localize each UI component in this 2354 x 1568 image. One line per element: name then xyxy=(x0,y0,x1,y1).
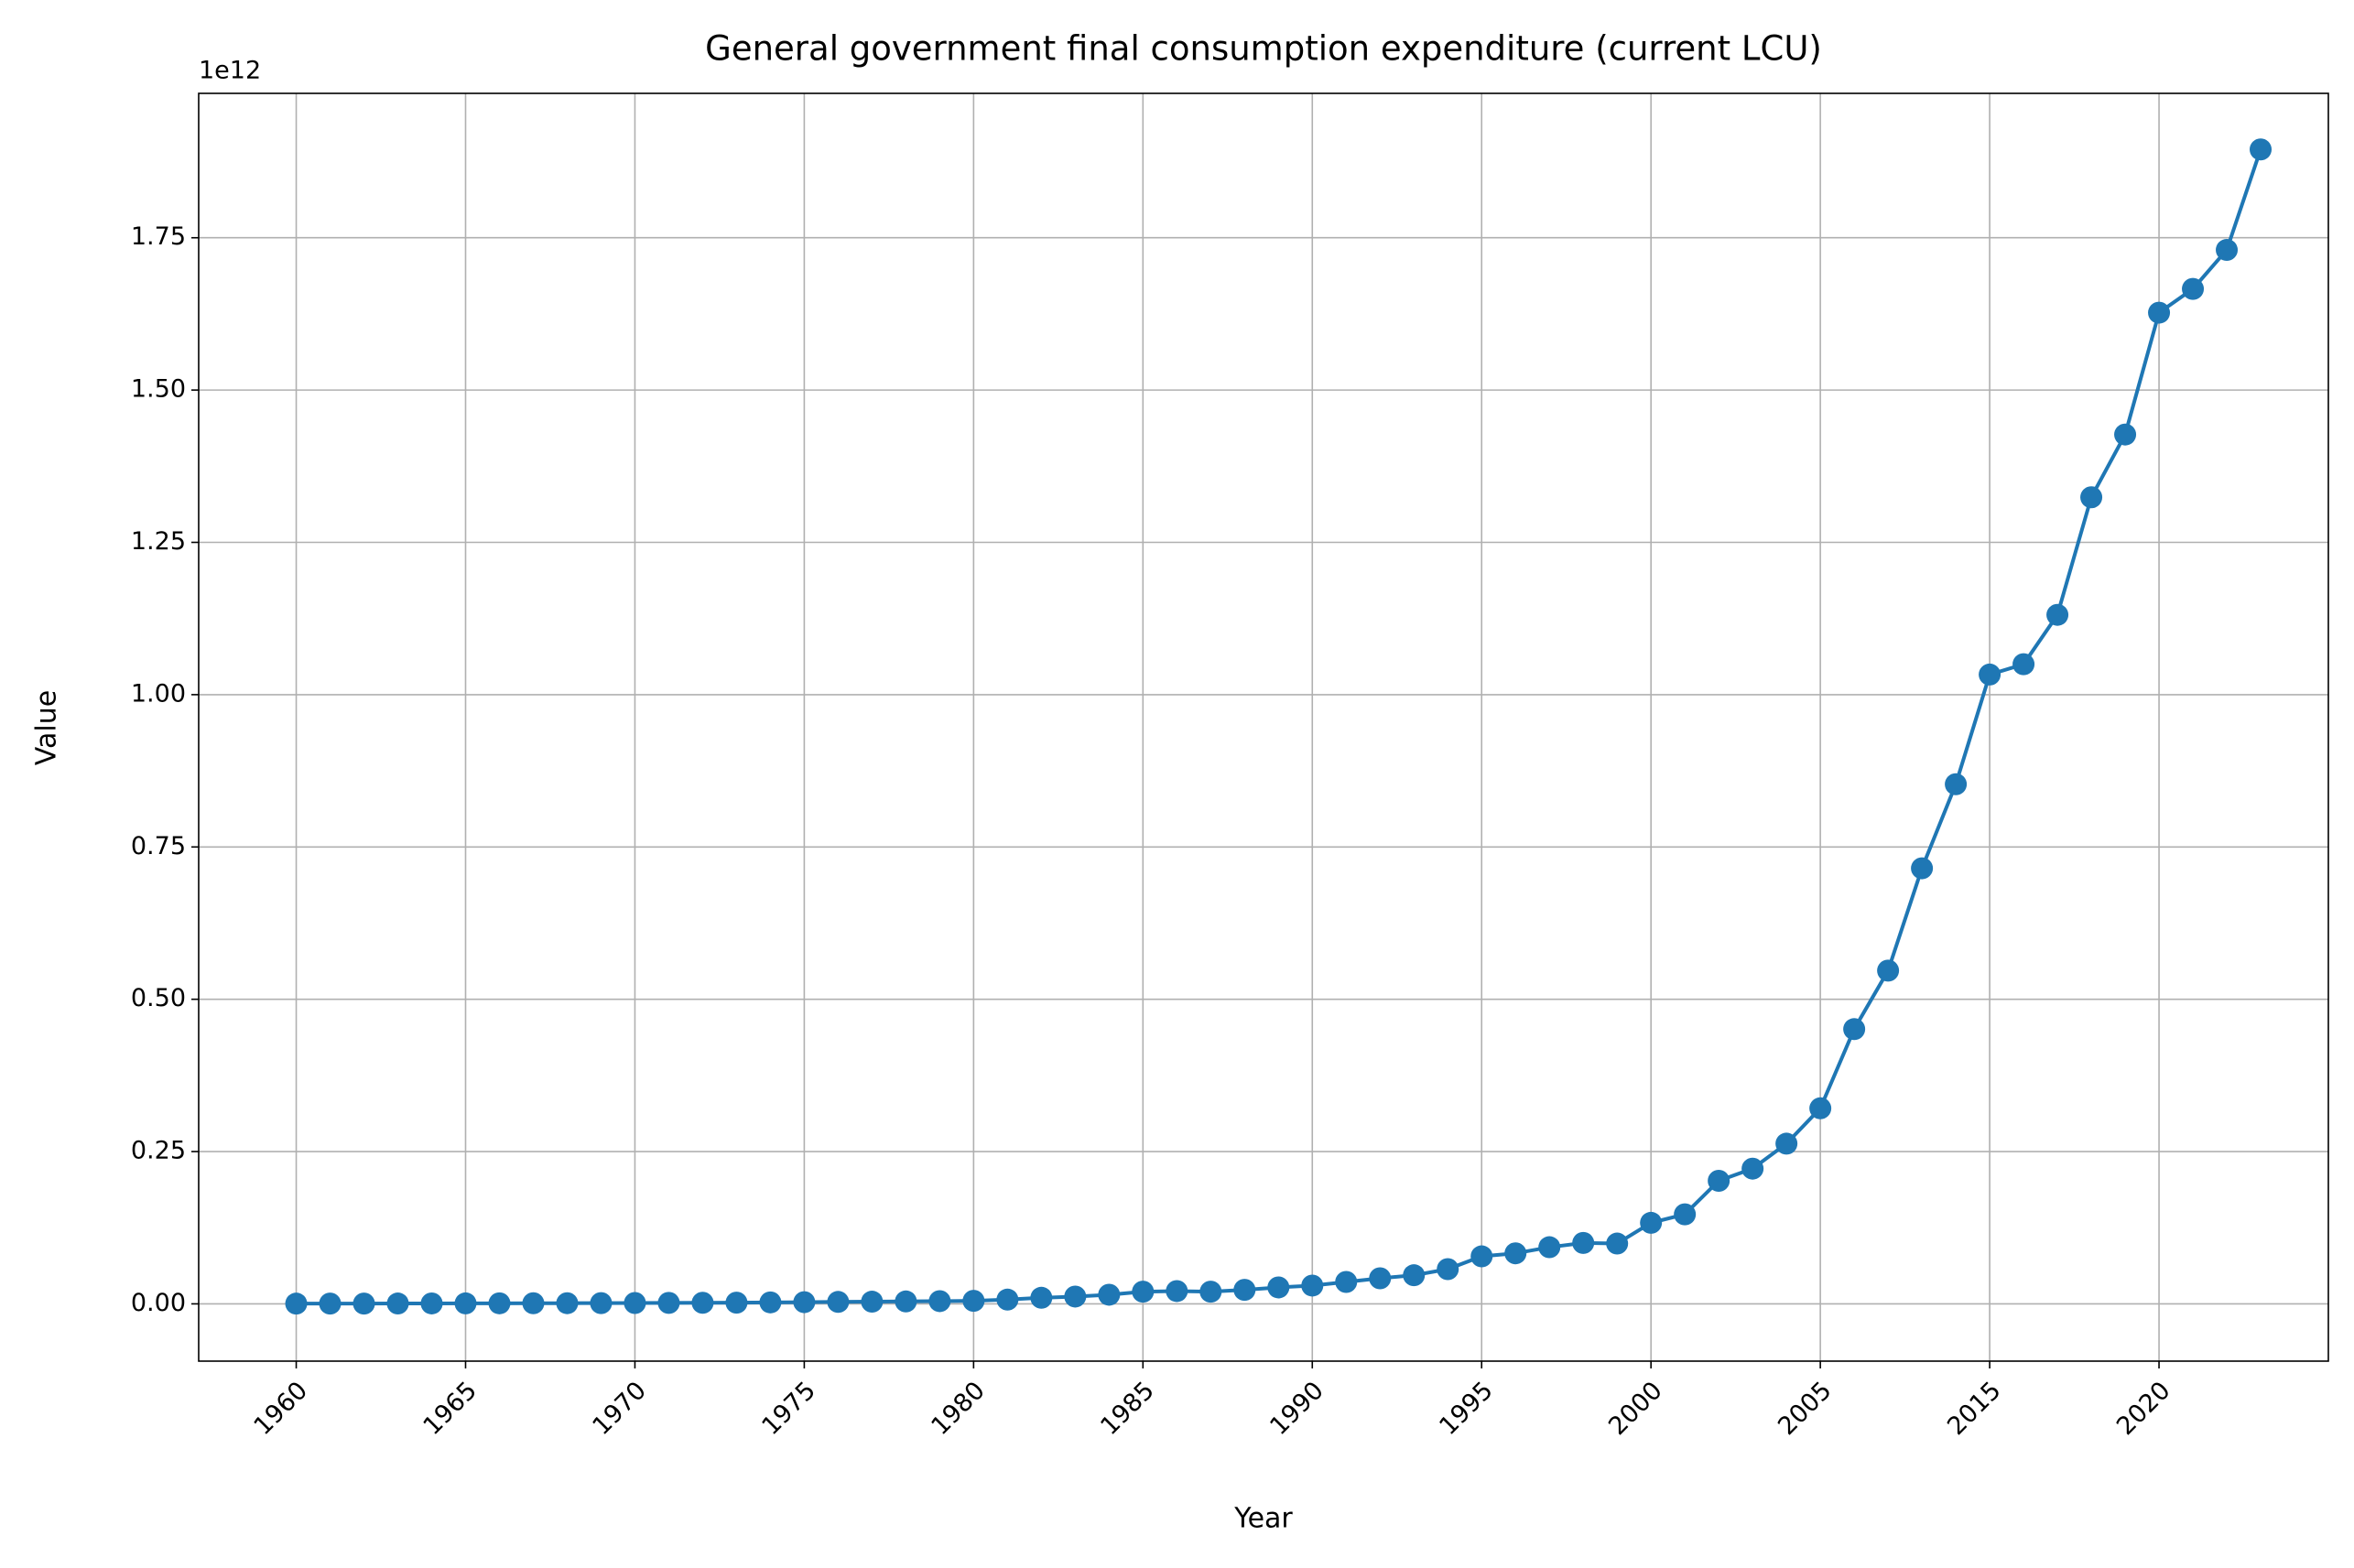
data-point xyxy=(1301,1274,1324,1297)
data-point xyxy=(1606,1232,1629,1255)
data-point xyxy=(1030,1286,1053,1309)
data-point xyxy=(2250,138,2273,161)
data-point xyxy=(319,1292,342,1315)
data-point xyxy=(1741,1157,1764,1180)
y-tick-label: 0.00 xyxy=(131,1289,186,1317)
data-point xyxy=(1403,1264,1426,1287)
data-point xyxy=(1267,1276,1290,1299)
data-point xyxy=(2148,301,2171,324)
data-point xyxy=(1335,1271,1358,1293)
y-tick-label: 0.25 xyxy=(131,1137,186,1165)
data-point xyxy=(861,1291,884,1314)
data-point xyxy=(759,1291,782,1314)
data-point xyxy=(2182,277,2205,300)
y-axis-label: Value xyxy=(31,690,63,765)
data-point xyxy=(1708,1169,1730,1192)
data-point xyxy=(2080,486,2103,509)
data-point xyxy=(793,1291,816,1314)
x-axis-label: Year xyxy=(1233,1503,1293,1535)
data-point xyxy=(2216,239,2239,262)
data-point xyxy=(2046,603,2069,626)
data-point xyxy=(1809,1097,1832,1119)
data-point xyxy=(1775,1132,1798,1155)
data-point xyxy=(1470,1245,1493,1268)
data-point xyxy=(1843,1018,1866,1041)
data-point xyxy=(996,1288,1019,1311)
data-point xyxy=(1911,857,1934,880)
data-point xyxy=(725,1292,748,1314)
y-scale-label: 1e12 xyxy=(199,57,261,85)
y-tick-label: 0.75 xyxy=(131,832,186,860)
y-tick-label: 0.50 xyxy=(131,984,186,1012)
chart-title: General government final consumption exp… xyxy=(705,29,1822,69)
data-point xyxy=(590,1292,613,1314)
data-point xyxy=(657,1292,680,1314)
data-point xyxy=(1437,1258,1459,1281)
data-point xyxy=(454,1292,477,1314)
data-point xyxy=(1877,959,1900,982)
data-point xyxy=(285,1292,308,1315)
data-point xyxy=(962,1290,985,1313)
data-point xyxy=(1199,1281,1222,1303)
data-point xyxy=(1945,773,1968,795)
y-tick-label: 1.50 xyxy=(131,375,186,404)
data-point xyxy=(386,1292,409,1315)
data-point xyxy=(1674,1203,1697,1226)
data-point xyxy=(1538,1236,1561,1259)
data-point xyxy=(1132,1281,1155,1303)
data-point xyxy=(1098,1283,1121,1306)
y-tick-label: 1.25 xyxy=(131,527,186,556)
data-point xyxy=(895,1290,917,1313)
data-point xyxy=(420,1292,443,1314)
data-point xyxy=(1166,1280,1188,1303)
data-point xyxy=(556,1292,579,1314)
data-point xyxy=(1064,1285,1087,1308)
y-tick-label: 1.00 xyxy=(131,679,186,708)
data-point xyxy=(2114,423,2137,446)
data-point xyxy=(1979,663,2001,686)
data-point xyxy=(488,1292,511,1314)
data-point xyxy=(1369,1267,1392,1290)
data-point xyxy=(691,1292,714,1314)
data-point xyxy=(1572,1231,1595,1254)
data-point xyxy=(624,1292,646,1314)
data-point xyxy=(1504,1242,1527,1265)
data-point xyxy=(2012,653,2035,676)
data-point xyxy=(353,1292,375,1315)
data-point xyxy=(827,1291,850,1314)
data-point xyxy=(522,1292,545,1314)
data-point xyxy=(1233,1279,1256,1302)
data-point xyxy=(928,1290,951,1313)
data-point xyxy=(1640,1211,1663,1234)
y-tick-label: 1.75 xyxy=(131,222,186,251)
plot-frame xyxy=(198,92,2329,1362)
